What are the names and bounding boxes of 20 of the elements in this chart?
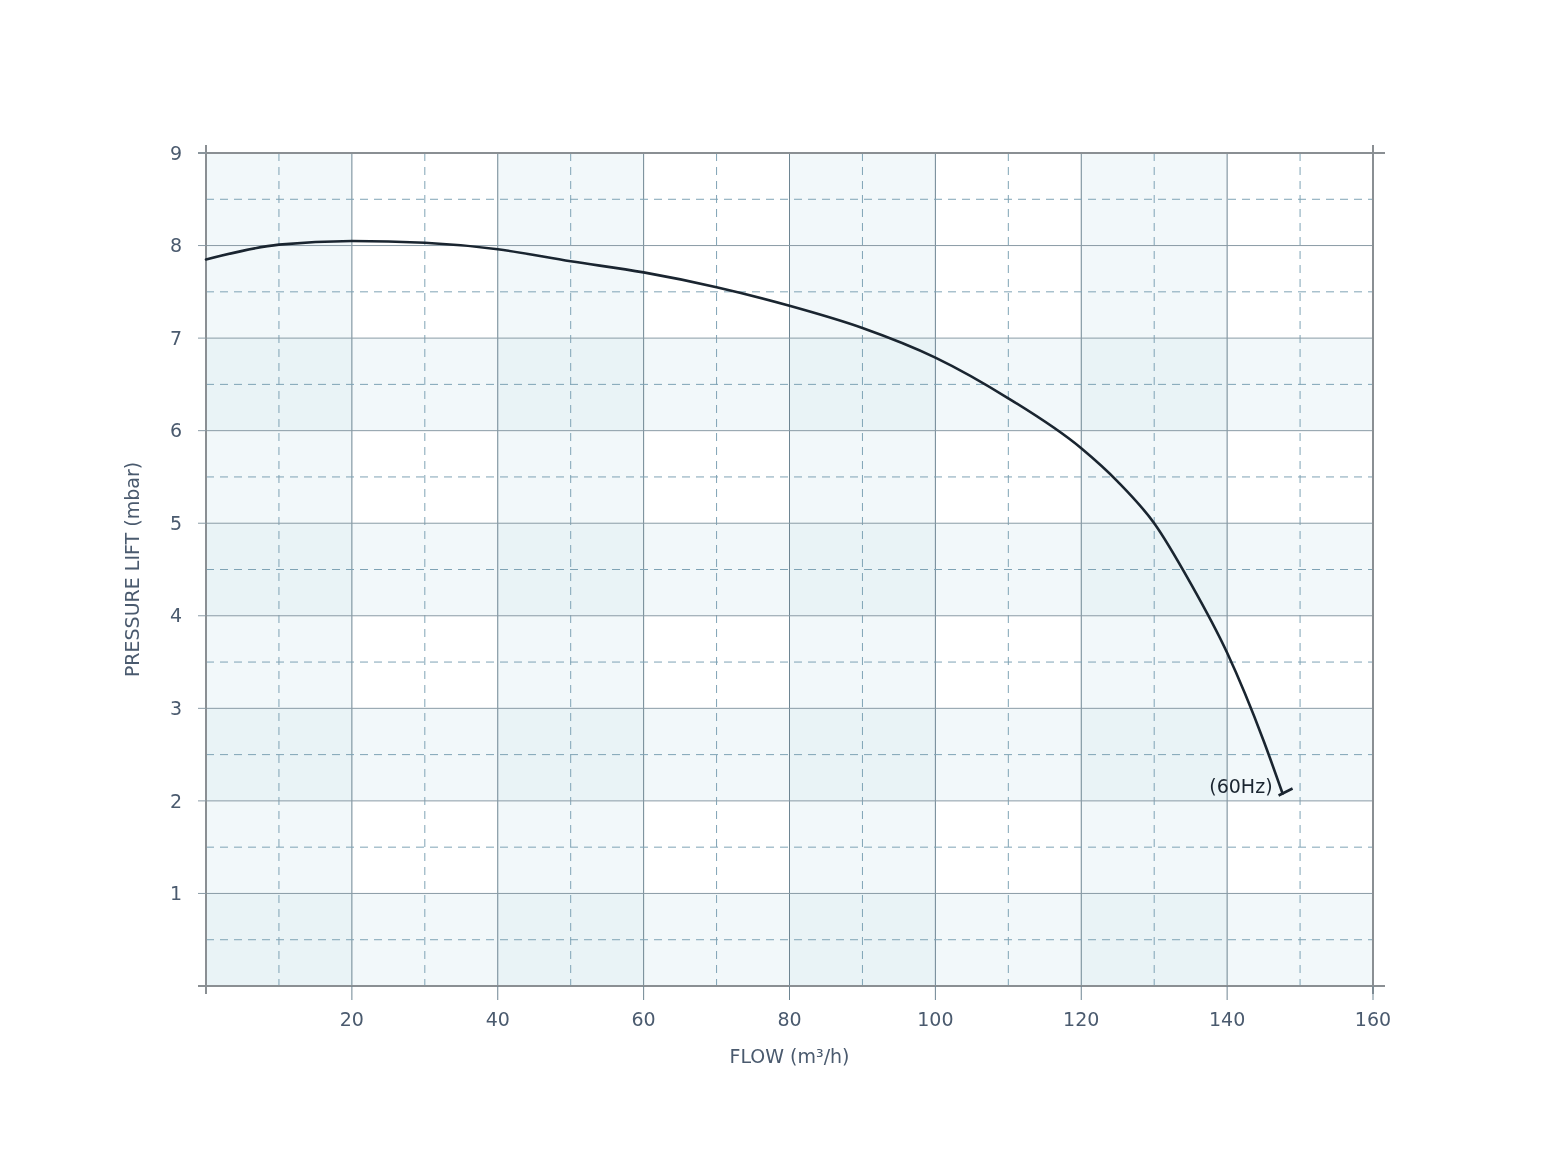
y-tick-label: 4 [169,604,183,627]
x-tick-label: 140 [1208,1008,1246,1030]
y-tick-label: 5 [169,511,183,534]
x-tick-label: 120 [1063,1008,1100,1030]
x-tick-label: 100 [917,1008,954,1030]
y-tick-label: 8 [169,234,183,257]
x-tick-label: 20 [339,1008,364,1030]
y-tick-label: 1 [169,882,183,905]
x-tick-label: 40 [485,1008,510,1030]
x-tick-label: 60 [631,1008,656,1030]
x-axis-title: FLOW (m³/h) [729,1045,850,1067]
y-tick-label: 3 [169,696,183,719]
y-axis-title: PRESSURE LIFT (mbar) [121,461,143,678]
y-tick-label: 7 [169,326,183,349]
x-tick-label: 160 [1354,1008,1392,1030]
y-tick-label: 9 [169,141,183,164]
y-tick-label: 2 [169,789,183,812]
annotation: (60Hz) [1209,775,1273,798]
x-tick-label: 80 [777,1008,802,1030]
y-tick-label: 6 [169,419,183,442]
